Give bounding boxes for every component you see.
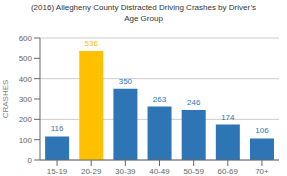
svg-text:300: 300	[19, 95, 33, 104]
svg-text:246: 246	[187, 98, 201, 107]
svg-text:263: 263	[153, 95, 167, 104]
svg-text:536: 536	[85, 39, 99, 48]
svg-text:30-39: 30-39	[115, 167, 136, 176]
svg-text:15-19: 15-19	[47, 167, 68, 176]
svg-text:60-69: 60-69	[218, 167, 239, 176]
svg-text:200: 200	[19, 115, 33, 124]
svg-text:20-29: 20-29	[81, 167, 102, 176]
svg-text:40-49: 40-49	[149, 167, 170, 176]
svg-text:400: 400	[19, 75, 33, 84]
svg-text:500: 500	[19, 54, 33, 63]
svg-text:0: 0	[28, 156, 33, 165]
svg-text:100: 100	[19, 136, 33, 145]
svg-text:600: 600	[19, 34, 33, 43]
svg-text:70+: 70+	[255, 167, 269, 176]
svg-text:174: 174	[221, 113, 235, 122]
svg-text:350: 350	[119, 77, 133, 86]
html-text:(2016) Allegheny County Distra: (2016) Allegheny County Distracted Drivi…	[30, 3, 257, 23]
svg-text:116: 116	[51, 124, 64, 133]
svg-text:CRASHES: CRASHES	[8, 80, 10, 119]
svg-text:106: 106	[255, 126, 269, 135]
svg-text:50-59: 50-59	[183, 167, 204, 176]
